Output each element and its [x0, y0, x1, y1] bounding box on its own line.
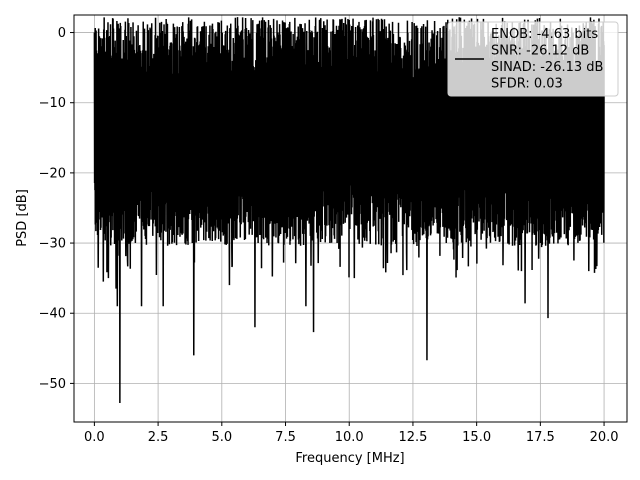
- x-axis-ticks: 0.0 2.5 5.0 7.5 10.0 12.5 15.0 17.5 20.0: [84, 422, 619, 445]
- x-tick-label: 10.0: [335, 430, 364, 445]
- y-tick-label: −40: [39, 307, 66, 322]
- x-tick-label: 20.0: [590, 430, 619, 445]
- legend-entry-line: SNR: -26.12 dB: [491, 44, 589, 59]
- y-tick-label: 0: [58, 26, 66, 41]
- legend-entry-line: SFDR: 0.03: [491, 77, 563, 92]
- legend-entry-line: ENOB: -4.63 bits: [491, 27, 598, 42]
- x-tick-label: 12.5: [398, 430, 427, 445]
- x-tick-label: 17.5: [526, 430, 555, 445]
- y-axis-ticks: 0 −10 −20 −30 −40 −50: [39, 26, 74, 392]
- y-axis-label: PSD [dB]: [15, 189, 30, 247]
- x-tick-label: 5.0: [211, 430, 232, 445]
- x-tick-label: 7.5: [275, 430, 296, 445]
- x-tick-label: 0.0: [84, 430, 105, 445]
- y-tick-label: −50: [39, 377, 66, 392]
- x-tick-label: 15.0: [462, 430, 491, 445]
- x-tick-label: 2.5: [148, 430, 169, 445]
- legend-box: [447, 21, 619, 97]
- plot-frame: [73, 14, 628, 423]
- y-tick-label: −10: [39, 96, 66, 111]
- x-axis-label: Frequency [MHz]: [295, 451, 404, 466]
- y-tick-label: −20: [39, 166, 66, 181]
- y-tick-label: −30: [39, 237, 66, 252]
- legend-entry-line: SINAD: -26.13 dB: [491, 60, 603, 75]
